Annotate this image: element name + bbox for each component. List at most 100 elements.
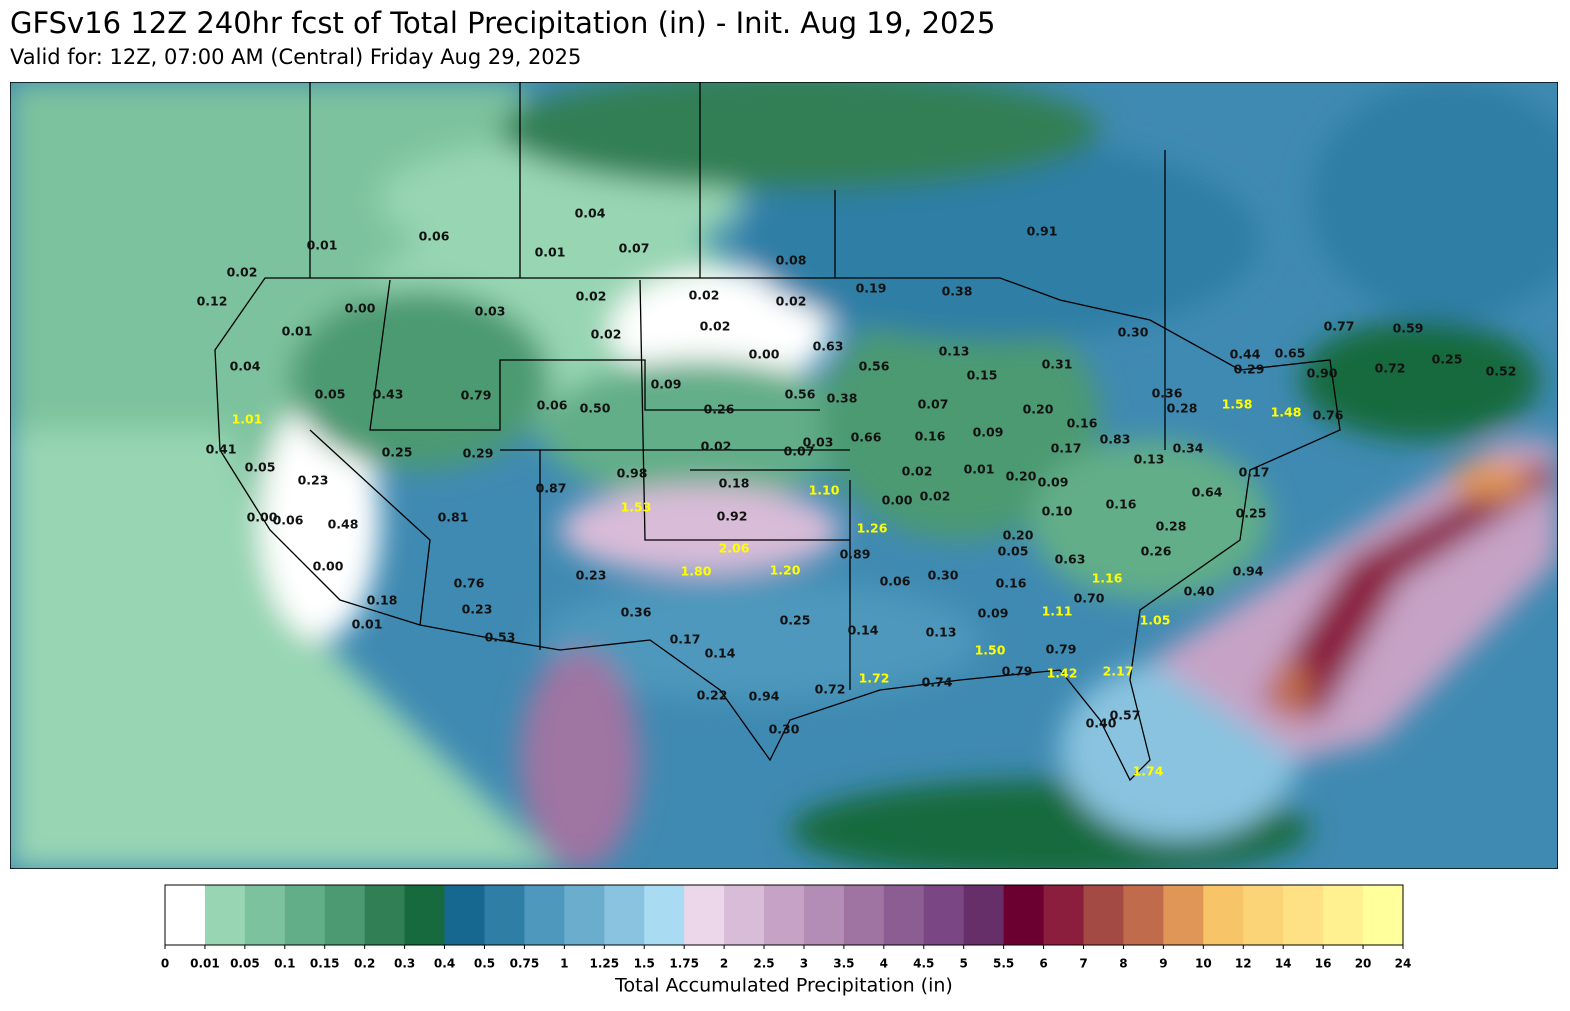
- colorbar-tick-label: 3.5: [833, 957, 854, 971]
- station-value: 0.72: [815, 682, 846, 697]
- colorbar-tick-label: 0.15: [310, 957, 340, 971]
- colorbar-bin: [1203, 885, 1244, 945]
- colorbar-title: Total Accumulated Precipitation (in): [614, 975, 953, 997]
- station-value: 0.98: [617, 466, 648, 481]
- colorbar-tick-label: 0.2: [354, 957, 375, 971]
- station-value: 0.02: [227, 265, 258, 280]
- station-value: 0.23: [298, 473, 329, 488]
- station-value: 0.03: [475, 304, 506, 319]
- station-value: 0.04: [230, 359, 261, 374]
- station-value: 0.15: [967, 368, 998, 383]
- colorbar: 0 0.01 0.05 0.1 0.15 0.2 0.3 0.4 0.5 0.75 1 1.25 1.5…: [161, 884, 1412, 971]
- station-value: 0.14: [848, 623, 879, 638]
- colorbar-bin: [724, 885, 765, 945]
- station-value: 0.12: [197, 294, 228, 309]
- station-value: 0.38: [827, 391, 858, 406]
- colorbar-bin: [165, 885, 206, 945]
- station-value: 0.02: [689, 288, 720, 303]
- station-value: 0.22: [697, 688, 728, 703]
- station-value: 0.30: [1118, 325, 1149, 340]
- colorbar-tick-label: 1.25: [589, 957, 619, 971]
- colorbar-tick-label: 8: [1119, 957, 1127, 971]
- colorbar-bin: [1003, 885, 1045, 945]
- colorbar-tick-label: 5.5: [993, 957, 1014, 971]
- station-value: 0.74: [922, 675, 953, 690]
- station-value: 1.05: [1140, 613, 1171, 628]
- colorbar-tick-label: 0.01: [190, 957, 220, 971]
- station-value: 0.20: [1006, 469, 1037, 484]
- station-value: 0.50: [580, 401, 611, 416]
- station-value: 0.09: [973, 425, 1004, 440]
- station-value: 0.56: [785, 387, 816, 402]
- station-value: 1.11: [1042, 604, 1073, 619]
- colorbar-bin: [524, 885, 565, 945]
- station-value: 0.04: [575, 206, 606, 221]
- station-value: 1.80: [681, 564, 712, 579]
- station-value: 0.31: [1042, 357, 1073, 372]
- colorbar-bin: [484, 885, 525, 945]
- station-value: 0.25: [1236, 506, 1267, 521]
- colorbar-bin: [963, 885, 1005, 945]
- station-value: 1.16: [1092, 571, 1123, 586]
- station-value: 0.05: [245, 460, 276, 475]
- station-value: 0.79: [461, 388, 492, 403]
- colorbar-bin: [604, 885, 645, 945]
- colorbar-tick-label: 4.5: [913, 957, 934, 971]
- station-values: 0.04 0.06 0.01 0.01 0.07 0.08 0.91 0.02 0.12 0.00…: [197, 206, 1517, 779]
- station-value: 1.74: [1133, 764, 1164, 779]
- station-value: 1.72: [859, 671, 890, 686]
- station-value: 0.09: [978, 606, 1009, 621]
- station-value: 0.03: [803, 435, 834, 450]
- station-value: 0.17: [670, 632, 701, 647]
- station-value: 0.02: [576, 289, 607, 304]
- colorbar-tick-label: 10: [1195, 957, 1212, 971]
- station-value: 0.02: [591, 327, 622, 342]
- station-value: 0.63: [813, 339, 844, 354]
- station-value: 0.06: [537, 398, 568, 413]
- station-value: 0.30: [769, 722, 800, 737]
- colorbar-tick-label: 0.75: [510, 957, 540, 971]
- colorbar-tick-label: 9: [1159, 957, 1167, 971]
- station-value: 0.56: [859, 359, 890, 374]
- colorbar-tick-label: 7: [1079, 957, 1087, 971]
- station-value: 0.16: [996, 576, 1027, 591]
- station-value: 0.34: [1173, 441, 1204, 456]
- station-value: 0.23: [576, 568, 607, 583]
- station-value: 0.83: [1100, 432, 1131, 447]
- station-value: 0.17: [1051, 441, 1082, 456]
- station-value: 0.36: [1152, 386, 1183, 401]
- station-value: 0.05: [998, 544, 1029, 559]
- colorbar-tick-label: 3: [800, 957, 808, 971]
- station-value: 0.06: [273, 513, 304, 528]
- colorbar-tick-label: 20: [1355, 957, 1372, 971]
- station-value: 1.50: [975, 643, 1006, 658]
- station-value: 1.26: [857, 521, 888, 536]
- colorbar-bin: [684, 885, 725, 945]
- station-value: 0.13: [926, 625, 957, 640]
- station-value: 0.94: [1233, 564, 1264, 579]
- station-value: 0.43: [373, 387, 404, 402]
- station-value: 0.52: [1486, 364, 1517, 379]
- colorbar-bin: [404, 885, 446, 945]
- colorbar-tick-label: 0.5: [474, 957, 495, 971]
- station-value: 0.07: [918, 397, 949, 412]
- colorbar-tick-label: 0.1: [274, 957, 295, 971]
- colorbar-bin: [803, 885, 845, 945]
- station-value: 0.79: [1002, 664, 1033, 679]
- colorbar-tick-label: 24: [1395, 957, 1412, 971]
- colorbar-bin: [1283, 885, 1324, 945]
- station-value: 0.59: [1393, 321, 1424, 336]
- station-value: 0.57: [1110, 708, 1141, 723]
- station-value: 0.40: [1184, 584, 1215, 599]
- station-value: 1.20: [770, 563, 801, 578]
- station-value: 0.65: [1275, 346, 1306, 361]
- station-value: 0.02: [776, 294, 807, 309]
- station-value: 0.10: [1042, 504, 1073, 519]
- title: GFSv16 12Z 240hr fcst of Total Precipita…: [10, 6, 995, 40]
- station-value: 0.01: [964, 462, 995, 477]
- station-value: 0.26: [1141, 544, 1172, 559]
- colorbar-tick-label: 0.3: [394, 957, 415, 971]
- colorbar-tick-label: 1.5: [634, 957, 655, 971]
- colorbar-bin: [1363, 885, 1404, 945]
